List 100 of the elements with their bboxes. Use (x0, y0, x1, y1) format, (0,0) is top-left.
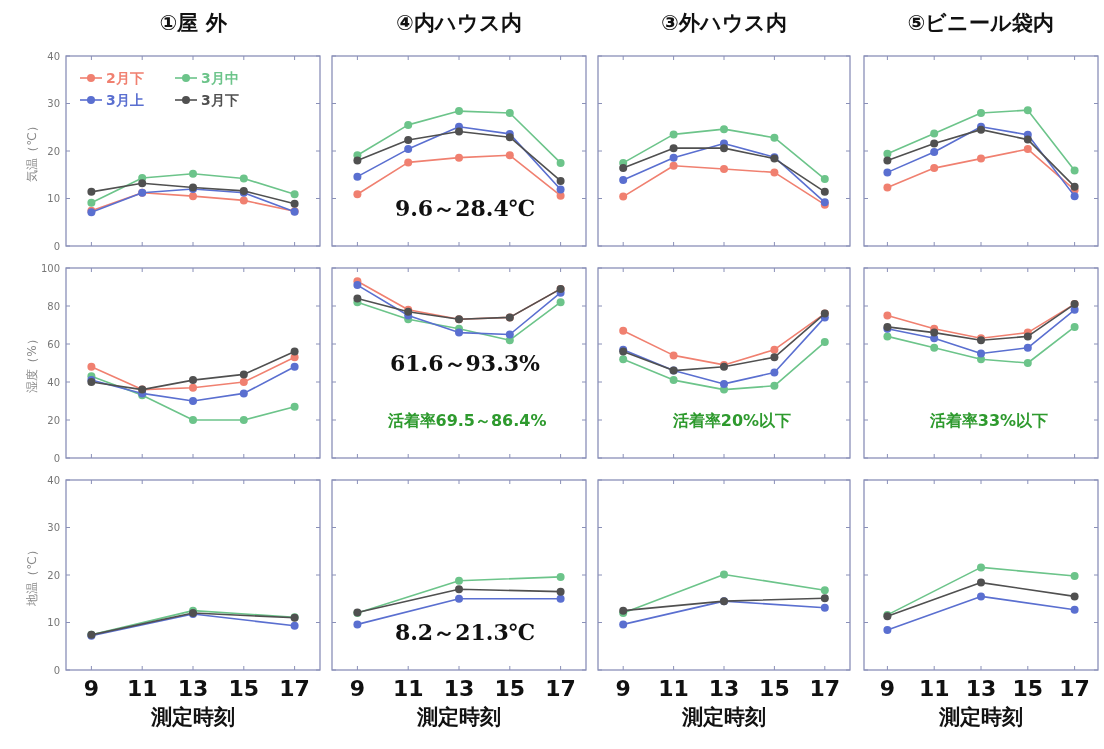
x-tick-label: 15 (228, 676, 260, 701)
point (977, 592, 985, 601)
point (977, 578, 985, 587)
point (556, 572, 565, 581)
point (556, 594, 565, 603)
y-tick-label: 20 (47, 145, 60, 157)
point (189, 397, 197, 405)
point (770, 368, 779, 377)
point (239, 196, 248, 205)
x-tick-label: 17 (545, 676, 576, 701)
point (720, 165, 728, 174)
point (770, 133, 779, 142)
point (977, 109, 985, 117)
point (189, 383, 197, 392)
point (619, 192, 628, 201)
point (820, 175, 829, 184)
point (505, 109, 514, 117)
point (619, 326, 628, 335)
x-tick-label: 17 (279, 676, 310, 701)
point (770, 381, 779, 390)
point (353, 172, 362, 181)
point (720, 125, 728, 134)
point (820, 187, 829, 196)
point (353, 190, 362, 199)
point (353, 156, 362, 165)
point (87, 362, 96, 371)
point (930, 343, 939, 352)
x-axis-title: 測定時刻 (150, 705, 235, 729)
point (669, 376, 678, 385)
y-tick-label: 80 (47, 300, 60, 312)
point (290, 190, 299, 199)
x-tick-label: 17 (809, 676, 841, 701)
point (239, 370, 248, 379)
y-tick-label: 20 (47, 414, 60, 426)
point (556, 185, 565, 194)
x-tick-label: 9 (615, 676, 631, 701)
point (290, 621, 299, 630)
annotation: 活着率20%以下 (671, 411, 792, 430)
y-tick-label: 40 (47, 50, 60, 62)
point (669, 351, 678, 360)
point (189, 192, 197, 201)
point (977, 349, 985, 358)
point (87, 198, 96, 207)
y-tick-label: 10 (47, 617, 60, 628)
point (930, 139, 939, 148)
point (669, 153, 678, 162)
point (1023, 145, 1032, 154)
x-tick-label: 13 (965, 676, 997, 701)
y-tick-label: 0 (53, 664, 60, 676)
point (1070, 166, 1079, 175)
annotation: 活着率33%以下 (928, 411, 1049, 430)
point (619, 355, 628, 364)
point (619, 164, 628, 173)
y-tick-label: 20 (47, 569, 60, 581)
point (930, 328, 939, 337)
point (770, 345, 779, 354)
x-tick-label: 15 (494, 676, 526, 701)
x-tick-label: 11 (918, 676, 950, 701)
annotation: 活着率69.5～86.4% (386, 411, 547, 430)
point (1023, 332, 1032, 341)
point (720, 379, 728, 388)
point (239, 389, 248, 398)
x-tick-label: 17 (1059, 676, 1090, 701)
point (404, 120, 413, 129)
x-axis-title: 測定時刻 (938, 705, 1023, 729)
point (290, 362, 299, 371)
point (883, 332, 892, 341)
y-tick-label: 10 (47, 193, 60, 204)
x-tick-label: 15 (1012, 676, 1044, 701)
point (505, 330, 514, 339)
point (669, 130, 678, 139)
point (1023, 135, 1032, 144)
point (669, 161, 678, 170)
point (290, 199, 299, 208)
chart-title: ①屋 外 (159, 11, 228, 35)
point (820, 594, 829, 603)
point (455, 594, 463, 603)
point (930, 129, 939, 138)
point (820, 586, 829, 595)
chart-title: ④内ハウス内 (396, 11, 522, 35)
annotation: 9.6～28.4℃ (394, 195, 536, 221)
point (619, 175, 628, 184)
point (883, 183, 892, 192)
point (556, 298, 565, 307)
point (883, 311, 892, 320)
point (1070, 592, 1079, 601)
point (1070, 192, 1079, 201)
point (404, 145, 413, 154)
point (505, 133, 514, 142)
y-tick-label: 100 (40, 262, 60, 274)
point (404, 136, 413, 145)
y-tick-label: 30 (47, 522, 60, 533)
point (455, 153, 463, 162)
y-tick-label: 30 (47, 98, 60, 109)
point (353, 294, 362, 303)
x-tick-label: 15 (759, 676, 790, 701)
point (455, 585, 463, 594)
point (505, 151, 514, 160)
x-axis-title: 測定時刻 (681, 705, 766, 729)
x-tick-label: 9 (349, 676, 366, 701)
